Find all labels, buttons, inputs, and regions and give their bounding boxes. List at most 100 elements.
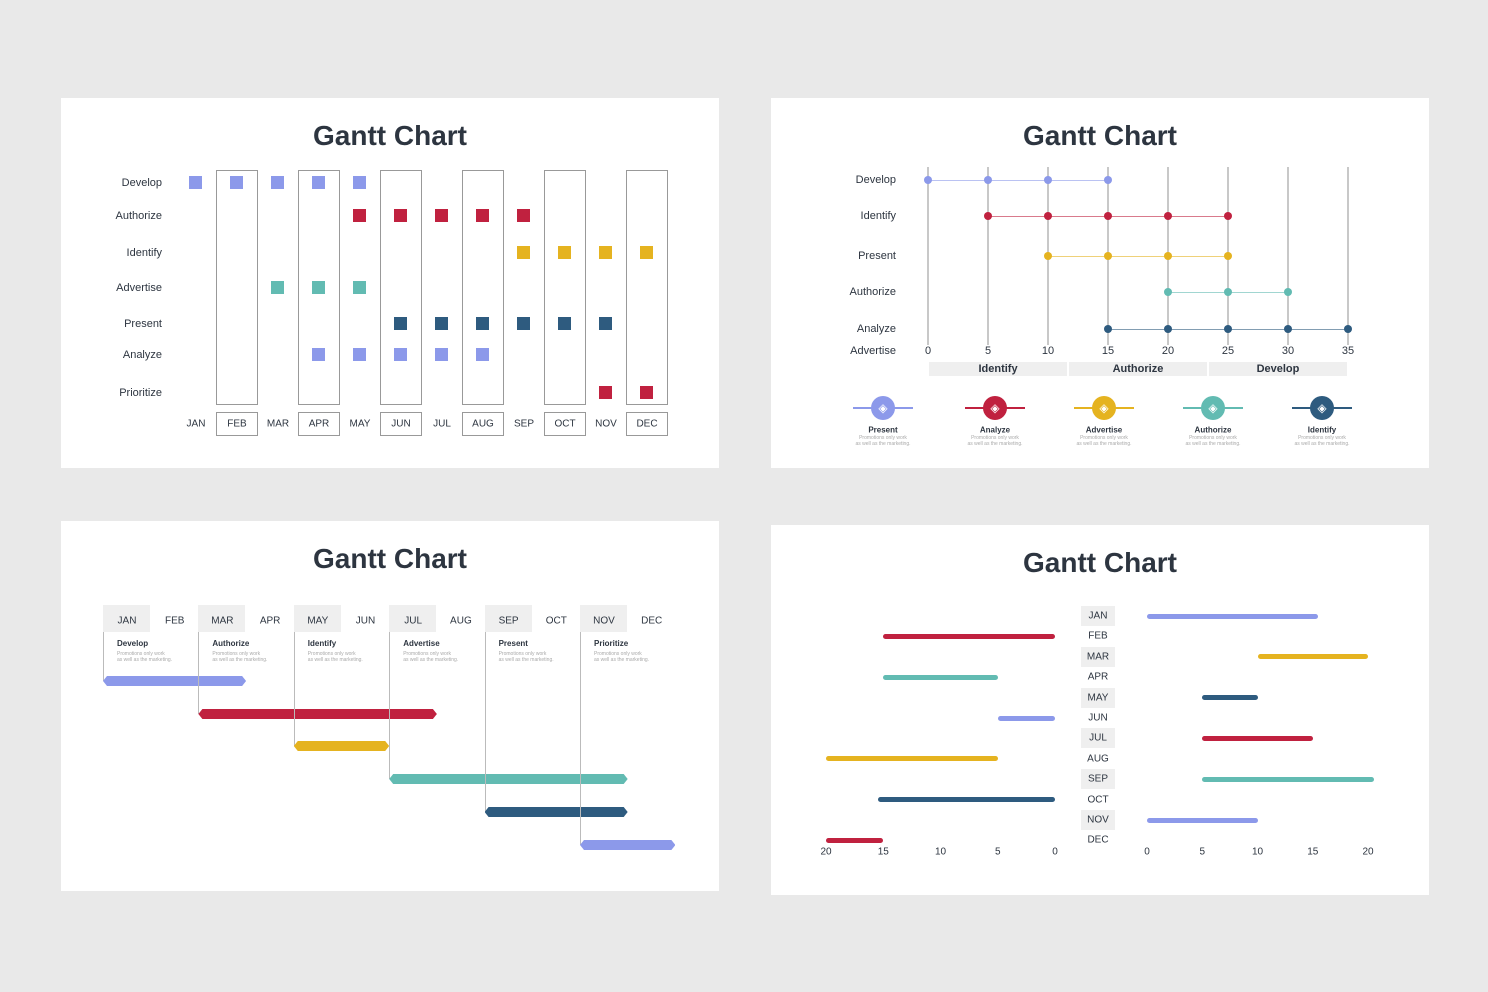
- task-marker: [394, 348, 407, 361]
- task-connector: [103, 632, 104, 681]
- month-label: APR: [1087, 671, 1109, 683]
- gantt-bar: [883, 674, 998, 680]
- chart-title: Gantt Chart: [313, 543, 467, 574]
- task-connector: [198, 632, 200, 714]
- data-point: [1044, 212, 1052, 220]
- month-label: NOV: [1087, 814, 1109, 826]
- legend-desc: as well as the marketing.: [1185, 441, 1241, 447]
- month-header-box: [389, 605, 437, 632]
- month-label-box: [462, 412, 504, 436]
- band-label: Authorize: [1069, 362, 1207, 376]
- gantt-bar: [1257, 654, 1368, 660]
- series-line: [1048, 255, 1228, 257]
- x-tick-label: 15: [1101, 345, 1115, 357]
- data-point: [1164, 288, 1172, 296]
- task-desc: as well as the marketing.: [212, 657, 268, 663]
- left-axis-tick: 15: [877, 846, 889, 858]
- data-point: [924, 176, 932, 184]
- task-label: Advertise: [403, 639, 440, 648]
- task-label: Present: [124, 318, 162, 330]
- gantt-bar: [294, 741, 389, 751]
- month-label: JUL: [433, 418, 451, 430]
- gantt-bar: [580, 840, 675, 850]
- task-label: Prioritize: [594, 639, 629, 648]
- task-desc: Promotions only work: [212, 651, 261, 657]
- month-label: APR: [308, 418, 330, 430]
- row-label: Authorize: [849, 286, 896, 298]
- task-label: Prioritize: [119, 387, 162, 399]
- task-marker: [353, 281, 366, 294]
- task-marker: [230, 176, 243, 189]
- gridline: [1287, 167, 1289, 345]
- month-label: AUG: [1087, 753, 1109, 765]
- gantt-bar: [826, 756, 998, 762]
- month-box: [1081, 728, 1115, 749]
- task-desc: as well as the marketing.: [117, 657, 173, 663]
- gantt-bar: [485, 807, 628, 817]
- task-marker: [476, 348, 489, 361]
- presentation-board-icon: ◈: [1092, 396, 1116, 420]
- month-label: FEB: [164, 615, 185, 627]
- month-label: OCT: [545, 615, 567, 627]
- task-marker: [517, 317, 530, 330]
- task-connector: [389, 632, 391, 779]
- gridline: [927, 167, 929, 345]
- task-marker: [476, 317, 489, 330]
- data-point: [1104, 325, 1112, 333]
- panel-timeline-gantt: Gantt Chart JAN FEB MAR APR MAY JUN JUL AUG SEP OC…: [61, 521, 719, 891]
- legend-desc: as well as the marketing.: [1294, 441, 1350, 447]
- task-label: Authorize: [115, 210, 162, 222]
- task-marker: [558, 246, 571, 259]
- task-desc: as well as the marketing.: [307, 657, 363, 663]
- legend-desc: Promotions only work: [1298, 435, 1346, 441]
- month-label: SEP: [1087, 773, 1109, 785]
- task-marker: [435, 317, 448, 330]
- legend-label: Identify: [1307, 425, 1337, 435]
- month-label: MAY: [1087, 692, 1109, 704]
- delivery-van-icon: ◈: [1201, 396, 1225, 420]
- row-label: Identify: [860, 210, 896, 222]
- month-header-box: [580, 605, 627, 632]
- panel-diverging-gantt: Gantt Chart JAN FEB MAR APR MAY JUN JUL AUG SEP OC…: [771, 525, 1429, 895]
- task-connector: [484, 632, 486, 812]
- task-desc: as well as the marketing.: [498, 657, 554, 663]
- left-axis-tick: 5: [994, 846, 1001, 858]
- x-tick-label: 35: [1341, 345, 1355, 357]
- month-column-frame: [216, 170, 258, 405]
- month-label: OCT: [1087, 794, 1109, 806]
- legend-label: Analyze: [979, 425, 1011, 435]
- right-axis-tick: 15: [1307, 846, 1319, 858]
- month-label: SEP: [498, 615, 519, 627]
- legend-label: Authorize: [1194, 425, 1232, 435]
- task-label: Present: [498, 639, 528, 648]
- gridline: [1347, 167, 1349, 345]
- left-axis-tick: 10: [934, 846, 947, 858]
- task-marker: [312, 176, 325, 189]
- task-desc: as well as the marketing.: [594, 657, 650, 663]
- task-marker: [394, 317, 407, 330]
- gantt-bar: [877, 797, 1055, 803]
- task-marker: [394, 209, 407, 222]
- rocket-icon: ◈: [871, 396, 895, 420]
- chart-title: Gantt Chart: [313, 120, 467, 151]
- gantt-bar: [1202, 695, 1258, 701]
- data-point: [1044, 252, 1052, 260]
- legend-desc: Promotions only work: [1189, 435, 1237, 441]
- month-label: JAN: [186, 418, 206, 430]
- month-column-frame: [626, 170, 668, 405]
- task-label: Identify: [307, 639, 337, 648]
- month-label: NOV: [595, 418, 617, 430]
- month-label: DEC: [1087, 834, 1109, 846]
- task-marker: [558, 317, 571, 330]
- task-marker: [640, 386, 653, 399]
- task-desc: Promotions only work: [594, 651, 642, 657]
- month-box: [1081, 646, 1115, 667]
- x-tick-label: 20: [1161, 345, 1175, 357]
- legend-label: Advertise: [1085, 425, 1123, 435]
- data-point: [984, 176, 992, 184]
- month-label: JUN: [391, 418, 411, 430]
- chart-title: Gantt Chart: [1023, 120, 1177, 151]
- piggy-bank-icon: ◈: [983, 396, 1007, 420]
- task-label: Advertise: [116, 282, 162, 294]
- row-label: Develop: [855, 174, 896, 186]
